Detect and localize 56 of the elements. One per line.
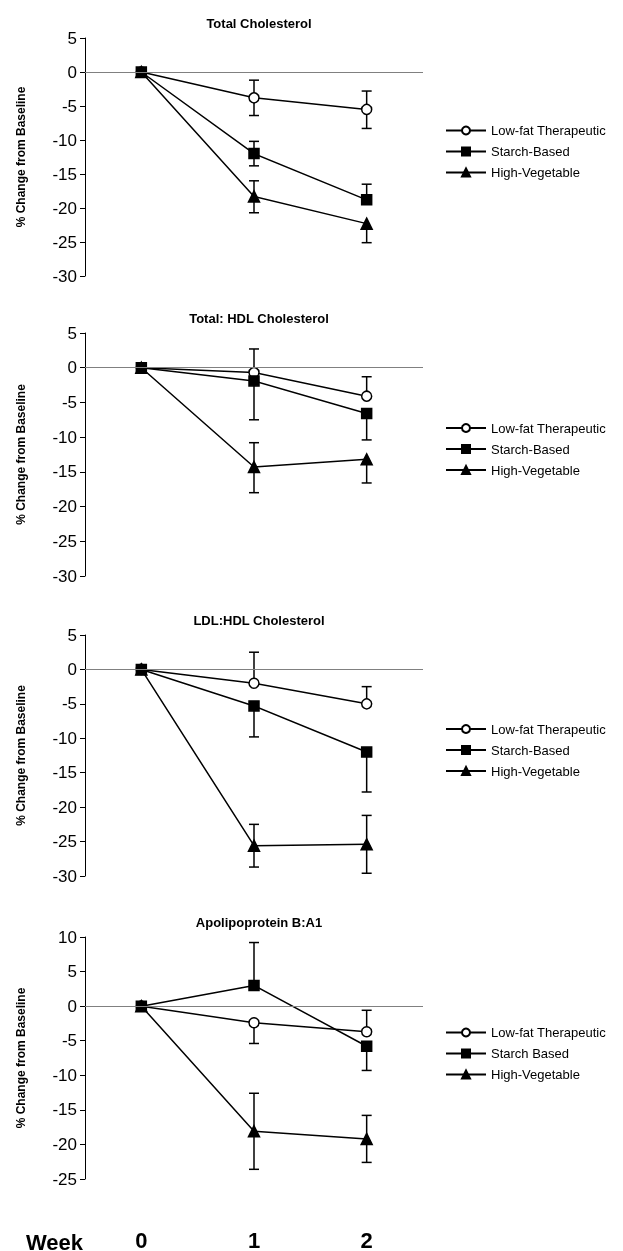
legend-label: Low-fat Therapeutic <box>491 721 607 737</box>
y-tick-label: 5 <box>67 962 77 982</box>
y-tick-label: -5 <box>61 694 77 714</box>
x-tick-label: 2 <box>360 1227 373 1251</box>
legend-label: High-Vegetable <box>491 763 580 779</box>
y-tick-label: -10 <box>52 728 77 748</box>
y-tick-label: -20 <box>52 797 77 817</box>
y-tick-label: -15 <box>52 164 77 184</box>
y-tick-label: -10 <box>52 427 77 447</box>
y-tick-label: -30 <box>52 866 77 886</box>
y-tick-label: -15 <box>52 763 77 783</box>
y-tick-label: 5 <box>67 625 77 645</box>
y-axis-title: % Change from Baseline <box>14 86 28 228</box>
chart-title: Total Cholesterol <box>206 16 312 31</box>
y-tick-label: -5 <box>61 1031 77 1051</box>
y-tick-label: -25 <box>52 232 77 252</box>
y-tick-label: -20 <box>52 497 77 517</box>
y-tick-label: -25 <box>52 531 77 551</box>
y-tick-label: 10 <box>58 927 77 947</box>
y-tick-label: -25 <box>52 832 77 852</box>
legend-label: Starch-Based <box>491 742 570 758</box>
legend-label: Starch Based <box>491 1046 570 1061</box>
y-tick-label: 0 <box>67 659 77 679</box>
y-tick-label: -15 <box>52 1100 77 1120</box>
y-tick-label: -10 <box>52 1065 77 1085</box>
y-tick-label: -30 <box>52 266 77 286</box>
y-tick-label: 0 <box>67 62 77 82</box>
chart-title: Apolipoprotein B:A1 <box>195 915 323 930</box>
y-axis-title: % Change from Baseline <box>14 987 28 1129</box>
y-tick-label: -25 <box>52 1169 77 1189</box>
legend-label: Low-fat Therapeutic <box>491 1025 607 1040</box>
y-tick-label: -20 <box>52 1134 77 1154</box>
legend-label: Starch-Based <box>491 441 570 457</box>
y-tick-label: -5 <box>61 96 77 116</box>
legend-label: High-Vegetable <box>491 165 580 180</box>
y-tick-label: 5 <box>67 28 77 48</box>
chart-title: Total: HDL Cholesterol <box>189 311 329 326</box>
legend-label: Starch-Based <box>491 144 570 159</box>
legend-label: High-Vegetable <box>491 1067 580 1082</box>
y-tick-label: -15 <box>52 462 77 482</box>
chart-title: LDL:HDL Cholesterol <box>193 613 325 628</box>
legend-label: Low-fat Therapeutic <box>491 420 607 436</box>
legend-label: Low-fat Therapeutic <box>491 123 607 138</box>
y-tick-label: 5 <box>67 323 77 343</box>
x-axis-title: Week <box>26 1229 84 1251</box>
y-tick-label: -10 <box>52 130 77 150</box>
y-tick-label: 0 <box>67 996 77 1016</box>
legend-label: High-Vegetable <box>491 462 580 478</box>
y-tick-label: 0 <box>67 358 77 378</box>
y-tick-label: -20 <box>52 198 77 218</box>
y-axis-title: % Change from Baseline <box>14 383 28 525</box>
y-tick-label: -5 <box>61 392 77 412</box>
y-axis-title: % Change from Baseline <box>14 684 28 826</box>
x-tick-label: 1 <box>247 1227 261 1251</box>
x-tick-label: 0 <box>135 1227 148 1251</box>
y-tick-label: -30 <box>52 566 77 586</box>
